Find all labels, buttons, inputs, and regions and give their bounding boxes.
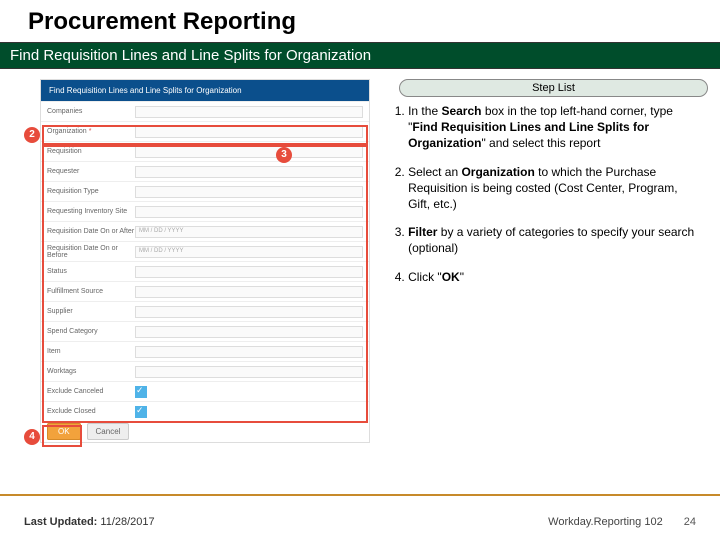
form-row-label: Supplier [47, 308, 135, 315]
form-field[interactable]: MM / DD / YYYY [135, 226, 363, 238]
form-row-label: Worktags [47, 368, 135, 375]
form-row-label: Requisition Date On or After [47, 228, 135, 235]
form-field[interactable] [135, 366, 363, 378]
form-row: Requesting Inventory Site [41, 201, 369, 221]
form-field[interactable]: MM / DD / YYYY [135, 246, 363, 258]
footer-divider [0, 494, 720, 496]
form-screenshot: Find Requisition Lines and Line Splits f… [40, 79, 370, 443]
form-row: Status [41, 261, 369, 281]
form-row-label: Item [47, 348, 135, 355]
form-row: Requisition Date On or AfterMM / DD / YY… [41, 221, 369, 241]
form-row: Spend Category [41, 321, 369, 341]
form-row: Organization* [41, 121, 369, 141]
form-row-label: Requisition [47, 148, 135, 155]
callout-2: 2 [24, 127, 40, 143]
subtitle-bar: Find Requisition Lines and Line Splits f… [0, 42, 720, 69]
form-field[interactable] [135, 306, 363, 318]
callout-3: 3 [276, 147, 292, 163]
form-field[interactable] [135, 186, 363, 198]
form-row: Exclude Closed [41, 401, 369, 421]
form-row: Worktags [41, 361, 369, 381]
form-row-label: Fulfillment Source [47, 288, 135, 295]
step-list-header: Step List [399, 79, 708, 97]
form-row: Requisition Type [41, 181, 369, 201]
form-buttons: OK Cancel [41, 421, 369, 442]
form-row: Supplier [41, 301, 369, 321]
page-title: Procurement Reporting [0, 0, 720, 42]
form-field[interactable] [135, 106, 363, 118]
cancel-button[interactable]: Cancel [87, 423, 130, 440]
checkbox-icon[interactable] [135, 406, 147, 418]
step-item: Click "OK" [408, 269, 702, 285]
form-row-label: Exclude Closed [47, 408, 135, 415]
form-field[interactable] [135, 146, 363, 158]
form-row: Requisition [41, 141, 369, 161]
form-field[interactable] [135, 326, 363, 338]
form-row: Fulfillment Source [41, 281, 369, 301]
form-row: Requisition Date On or BeforeMM / DD / Y… [41, 241, 369, 261]
form-row-label: Status [47, 268, 135, 275]
form-row-label: Spend Category [47, 328, 135, 335]
form-row-label: Exclude Canceled [47, 388, 135, 395]
form-header: Find Requisition Lines and Line Splits f… [41, 80, 369, 101]
form-row-label: Requester [47, 168, 135, 175]
checkbox-icon[interactable] [135, 386, 147, 398]
form-field[interactable] [135, 266, 363, 278]
last-updated: Last Updated: 11/28/2017 [24, 516, 155, 528]
form-field[interactable] [135, 126, 363, 138]
step-list-panel: Step List In the Search box in the top l… [386, 79, 708, 459]
form-row: Requester [41, 161, 369, 181]
form-row: Exclude Canceled [41, 381, 369, 401]
content-area: Find Requisition Lines and Line Splits f… [0, 69, 720, 459]
form-field[interactable] [135, 286, 363, 298]
screenshot-panel: Find Requisition Lines and Line Splits f… [20, 79, 374, 459]
form-field[interactable] [135, 346, 363, 358]
form-row: Item [41, 341, 369, 361]
form-row-label: Requesting Inventory Site [47, 208, 135, 215]
step-item: Select an Organization to which the Purc… [408, 164, 702, 213]
step-item: In the Search box in the top left-hand c… [408, 103, 702, 152]
form-row-label: Organization* [47, 128, 135, 135]
form-field[interactable] [135, 166, 363, 178]
step-item: Filter by a variety of categories to spe… [408, 224, 702, 256]
form-row-label: Requisition Date On or Before [47, 245, 135, 259]
steps-list: In the Search box in the top left-hand c… [386, 103, 708, 297]
form-field[interactable] [135, 206, 363, 218]
form-row-label: Companies [47, 108, 135, 115]
callout-4: 4 [24, 429, 40, 445]
form-row-label: Requisition Type [47, 188, 135, 195]
form-row: Companies [41, 101, 369, 121]
ok-button[interactable]: OK [47, 423, 81, 440]
footer: Last Updated: 11/28/2017 Workday.Reporti… [24, 516, 696, 528]
footer-right: Workday.Reporting 102 24 [548, 516, 696, 528]
